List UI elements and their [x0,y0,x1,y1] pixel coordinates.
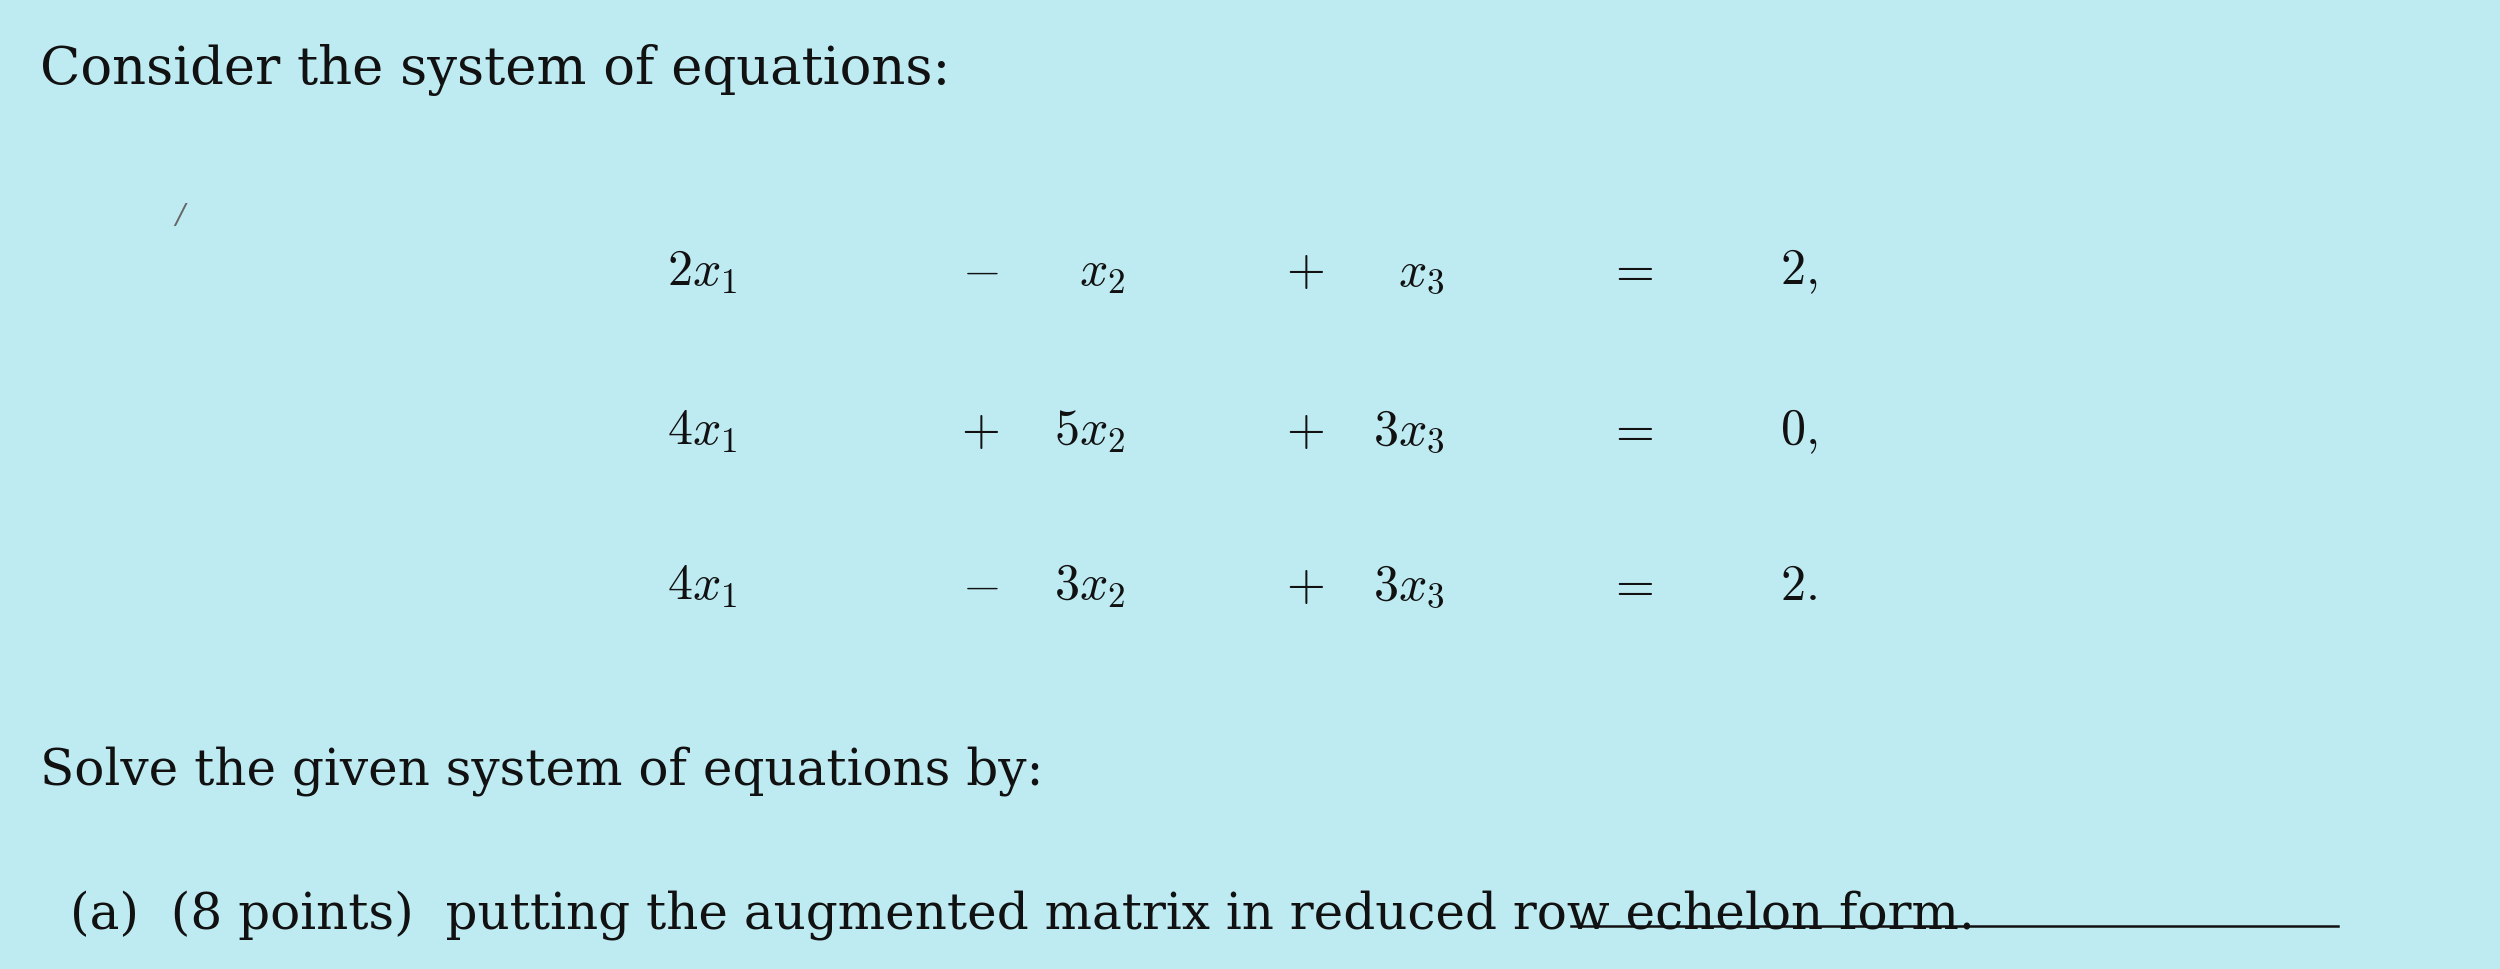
Text: (a)  (8 points)  putting the augmented matrix in reduced row echelon form.: (a) (8 points) putting the augmented mat… [70,890,1975,940]
Text: $4x_1$: $4x_1$ [668,561,737,611]
Text: $5x_2$: $5x_2$ [1052,406,1125,456]
Text: $=$: $=$ [1608,561,1652,611]
Text: $-$: $-$ [962,561,998,611]
Text: $+$: $+$ [1285,246,1325,297]
Text: $x_2$: $x_2$ [1078,246,1125,297]
Text: $3x_3$: $3x_3$ [1372,561,1445,611]
Text: Solve the given system of equations by:: Solve the given system of equations by: [40,746,1042,797]
Text: $3x_3$: $3x_3$ [1372,406,1445,456]
Text: $2,$: $2,$ [1780,246,1818,297]
Text: $=$: $=$ [1608,406,1652,456]
Text: $+$: $+$ [1285,406,1325,456]
Text: $4x_1$: $4x_1$ [668,406,737,456]
Text: $=$: $=$ [1608,246,1652,297]
Text: $+$: $+$ [960,406,1000,456]
Text: $x_3$: $x_3$ [1398,246,1445,297]
Text: $-$: $-$ [962,246,998,297]
Text: /: / [175,203,185,231]
Text: $+$: $+$ [1285,561,1325,611]
Text: $2x_1$: $2x_1$ [668,246,737,297]
Text: $3x_2$: $3x_2$ [1052,561,1125,611]
Text: $0,$: $0,$ [1780,406,1818,456]
Text: Consider the system of equations:: Consider the system of equations: [40,44,950,96]
Text: $2.$: $2.$ [1780,561,1818,611]
